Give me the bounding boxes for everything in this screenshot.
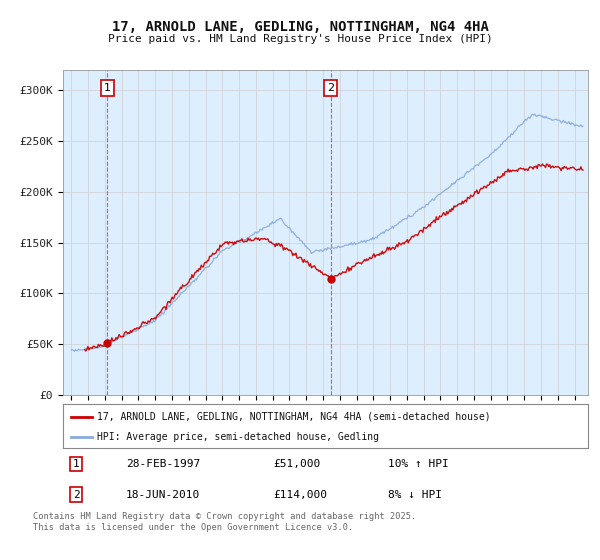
Text: 1: 1	[73, 459, 79, 469]
Text: 17, ARNOLD LANE, GEDLING, NOTTINGHAM, NG4 4HA (semi-detached house): 17, ARNOLD LANE, GEDLING, NOTTINGHAM, NG…	[97, 412, 491, 422]
Text: HPI: Average price, semi-detached house, Gedling: HPI: Average price, semi-detached house,…	[97, 432, 379, 442]
Text: 8% ↓ HPI: 8% ↓ HPI	[389, 490, 443, 500]
Text: 2: 2	[327, 83, 334, 94]
Text: 28-FEB-1997: 28-FEB-1997	[126, 459, 200, 469]
Text: 2: 2	[73, 490, 79, 500]
Text: 10% ↑ HPI: 10% ↑ HPI	[389, 459, 449, 469]
Text: Contains HM Land Registry data © Crown copyright and database right 2025.
This d: Contains HM Land Registry data © Crown c…	[33, 512, 416, 532]
Text: £51,000: £51,000	[273, 459, 320, 469]
Text: 17, ARNOLD LANE, GEDLING, NOTTINGHAM, NG4 4HA: 17, ARNOLD LANE, GEDLING, NOTTINGHAM, NG…	[112, 20, 488, 34]
Text: 18-JUN-2010: 18-JUN-2010	[126, 490, 200, 500]
Text: 1: 1	[104, 83, 111, 94]
Text: £114,000: £114,000	[273, 490, 327, 500]
Text: Price paid vs. HM Land Registry's House Price Index (HPI): Price paid vs. HM Land Registry's House …	[107, 34, 493, 44]
